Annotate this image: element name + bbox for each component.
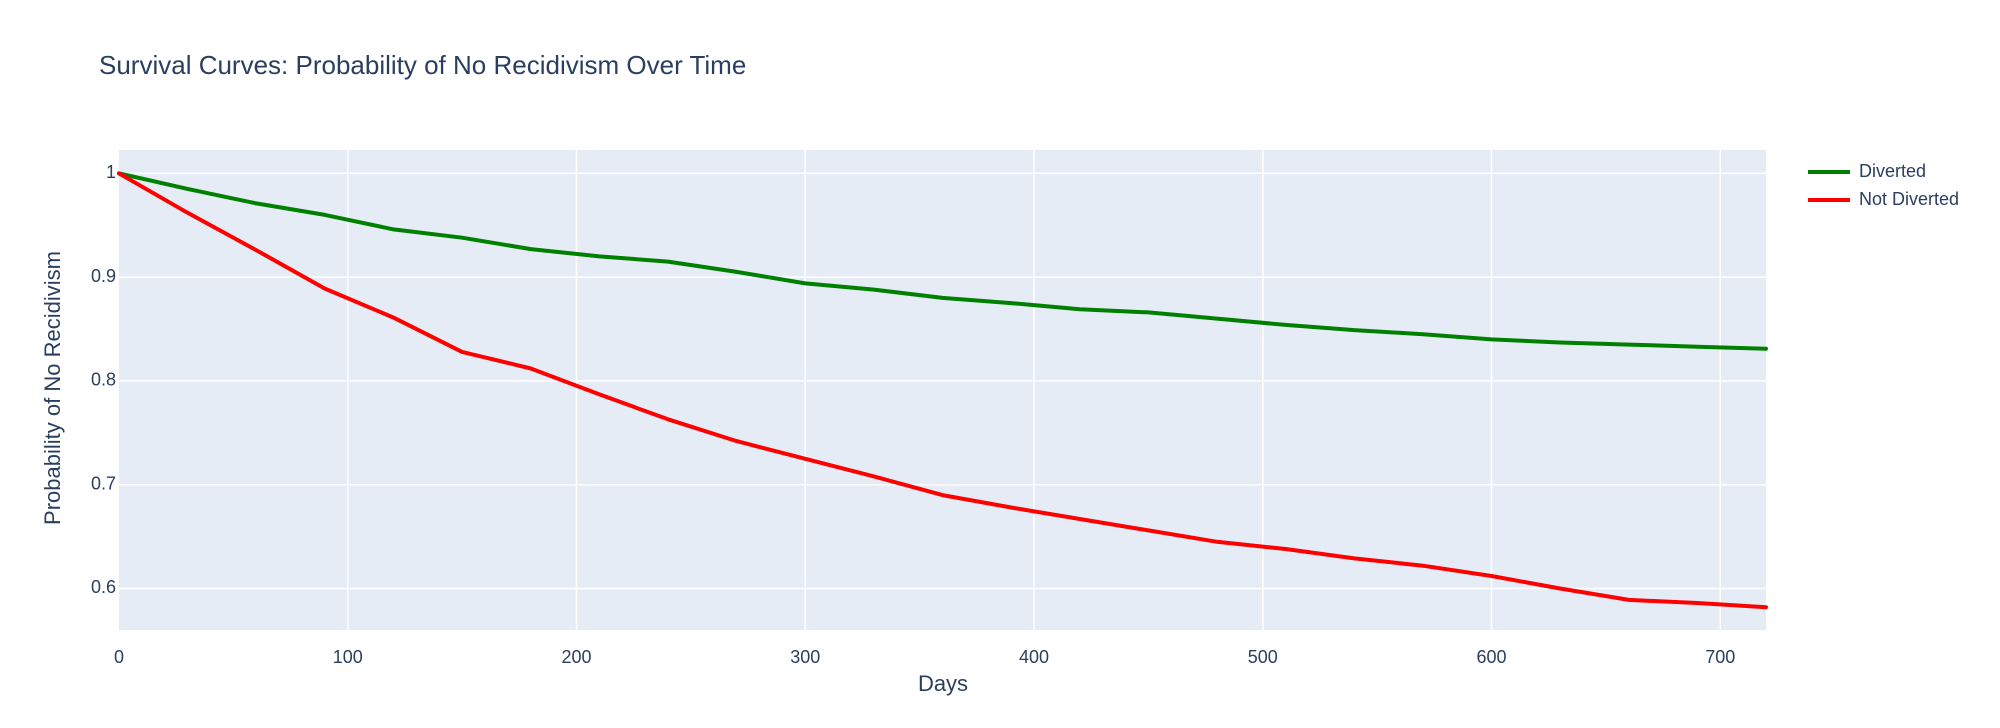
legend-label: Not Diverted — [1859, 189, 1959, 209]
y-axis-title: Probability of No Recidivism — [40, 251, 65, 525]
series-lines — [117, 171, 1768, 610]
series-line-not-diverted — [117, 171, 1768, 610]
chart-title: Survival Curves: Probability of No Recid… — [99, 50, 746, 80]
y-tick-label: 0.9 — [91, 266, 116, 286]
y-tick-label: 1 — [106, 162, 116, 182]
x-axis-ticks: 0 100 200 300 400 500 600 700 — [114, 647, 1735, 667]
legend-label: Diverted — [1859, 161, 1926, 181]
y-tick-label: 0.6 — [91, 577, 116, 597]
x-tick-label: 600 — [1476, 647, 1506, 667]
y-tick-label: 0.8 — [91, 370, 116, 390]
y-tick-label: 0.7 — [91, 473, 116, 493]
x-tick-label: 400 — [1019, 647, 1049, 667]
x-tick-label: 200 — [561, 647, 591, 667]
x-tick-label: 0 — [114, 647, 124, 667]
x-tick-label: 300 — [790, 647, 820, 667]
x-tick-label: 700 — [1705, 647, 1735, 667]
legend-item-diverted[interactable]: Diverted — [1808, 161, 1926, 181]
x-tick-label: 500 — [1248, 647, 1278, 667]
x-axis-title: Days — [918, 671, 968, 696]
series-line-diverted — [117, 171, 1768, 351]
legend-item-not-diverted[interactable]: Not Diverted — [1808, 189, 1959, 209]
x-tick-label: 100 — [333, 647, 363, 667]
legend[interactable]: Diverted Not Diverted — [1808, 161, 1959, 209]
y-axis-ticks: 0.6 0.7 0.8 0.9 1 — [91, 162, 116, 597]
gridlines — [119, 150, 1766, 630]
